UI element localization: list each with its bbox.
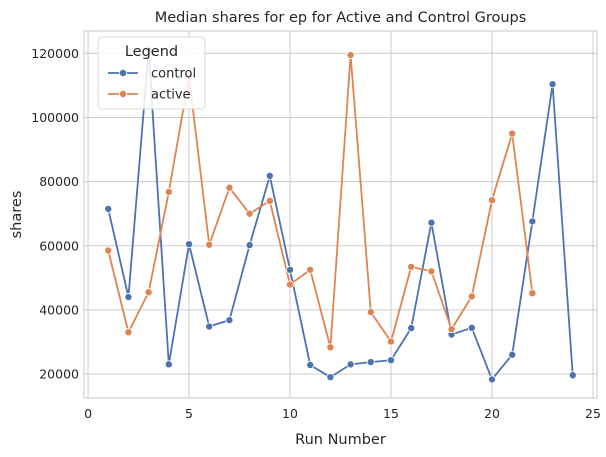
y-tick-labels: 20000 40000 60000 80000 100000 120000: [31, 46, 79, 382]
data-point-active: [286, 280, 295, 289]
grid-lines: [84, 31, 597, 398]
data-point-control: [407, 324, 416, 333]
data-point-control: [245, 241, 254, 250]
data-point-control: [386, 356, 395, 365]
data-point-control: [225, 316, 234, 325]
data-point-active: [124, 328, 133, 337]
data-point-control: [326, 373, 335, 382]
data-point-control: [427, 218, 436, 227]
legend-marker-control: [119, 69, 128, 78]
data-point-active: [144, 288, 153, 297]
x-tick-label: 10: [282, 406, 298, 421]
data-point-active: [245, 209, 254, 218]
data-point-control: [508, 350, 517, 359]
data-point-active: [326, 343, 335, 352]
y-tick-label: 60000: [39, 238, 79, 253]
y-tick-label: 20000: [39, 366, 79, 381]
data-point-active: [306, 265, 315, 274]
data-point-active: [164, 187, 173, 196]
legend: Legend control active: [97, 36, 206, 110]
legend-label-active: active: [151, 88, 191, 103]
data-point-active: [447, 325, 456, 334]
data-point-control: [366, 358, 375, 367]
legend-marker-active: [119, 90, 128, 99]
data-point-control: [568, 371, 577, 380]
y-tick-label: 100000: [31, 110, 79, 125]
data-point-control: [265, 171, 274, 180]
data-point-control: [185, 240, 194, 249]
data-point-control: [548, 80, 557, 89]
x-axis-label: Run Number: [295, 432, 386, 448]
data-point-control: [467, 323, 476, 332]
x-tick-label: 0: [84, 406, 92, 421]
data-point-control: [487, 375, 496, 384]
chart-title: Median shares for ep for Active and Cont…: [155, 10, 527, 26]
data-point-active: [487, 196, 496, 205]
y-tick-label: 80000: [39, 174, 79, 189]
data-point-active: [407, 262, 416, 271]
data-point-control: [164, 360, 173, 369]
data-point-active: [104, 246, 113, 255]
data-point-control: [346, 360, 355, 369]
data-point-active: [225, 183, 234, 192]
data-point-control: [104, 204, 113, 213]
y-axis-label: shares: [9, 191, 25, 239]
data-point-control: [286, 265, 295, 274]
x-tick-label: 15: [383, 406, 399, 421]
data-point-active: [386, 337, 395, 346]
data-point-active: [366, 308, 375, 317]
data-point-active: [467, 292, 476, 301]
x-tick-label: 20: [484, 406, 500, 421]
plot-frame: [83, 30, 598, 399]
y-tick-label: 40000: [39, 302, 79, 317]
legend-title: Legend: [125, 44, 178, 60]
data-point-control: [528, 217, 537, 226]
series-line-active: [107, 54, 534, 349]
x-tick-labels: 0 5 10 15 20 25: [84, 406, 601, 421]
data-point-active: [508, 129, 517, 138]
data-point-control: [205, 322, 214, 331]
data-point-active: [205, 240, 214, 249]
legend-label-control: control: [151, 67, 196, 82]
data-point-active: [265, 196, 274, 205]
data-point-control: [124, 293, 133, 302]
x-tick-label: 25: [585, 406, 601, 421]
y-tick-label: 120000: [31, 46, 79, 61]
data-point-active: [346, 51, 355, 60]
data-point-active: [528, 289, 537, 298]
data-point-control: [306, 360, 315, 369]
x-tick-label: 5: [185, 406, 193, 421]
data-point-active: [427, 267, 436, 276]
series-line-control: [107, 49, 574, 381]
